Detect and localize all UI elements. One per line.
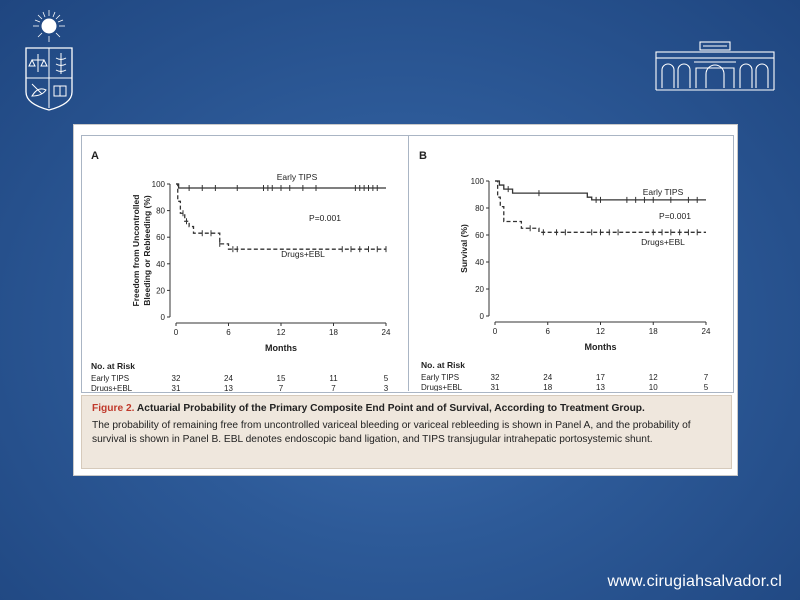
caduceus-icon: [55, 53, 67, 74]
y-tick-label: 40: [475, 258, 484, 267]
x-tick-label: 0: [493, 327, 498, 336]
risk-value: 7: [704, 373, 709, 382]
x-axis-label: Months: [585, 342, 617, 352]
risk-row-label: Drugs+EBL: [421, 383, 463, 391]
scales-icon: [28, 54, 48, 72]
website-url[interactable]: www.cirugiahsalvador.cl: [607, 573, 782, 590]
y-tick-label: 0: [161, 313, 166, 322]
y-tick-label: 80: [156, 207, 165, 216]
panel-a-chart: A 0 20 40 60 80 100 0 6 12 18 24 Months Freedom from …: [91, 150, 391, 391]
x-tick-label: 12: [277, 328, 286, 337]
risk-value: 31: [491, 383, 500, 391]
risk-value: 11: [329, 374, 338, 383]
book-icon: [53, 85, 67, 97]
risk-row-label: Drugs+EBL: [91, 384, 133, 391]
p-value: P=0.001: [659, 211, 691, 221]
series-label: Early TIPS: [643, 187, 684, 197]
x-axis-label: Months: [265, 343, 297, 353]
risk-value: 32: [172, 374, 181, 383]
risk-value: 5: [704, 383, 709, 391]
caption-body: The probability of remaining free from u…: [92, 420, 691, 445]
risk-value: 13: [224, 384, 233, 391]
y-tick-label: 100: [471, 177, 485, 186]
risk-value: 13: [596, 383, 605, 391]
panel-letter: B: [419, 150, 427, 162]
x-tick-label: 24: [702, 327, 711, 336]
risk-value: 5: [384, 374, 389, 383]
y-axis-label: Bleeding or Rebleeding (%): [142, 195, 152, 306]
p-value: P=0.001: [309, 213, 341, 223]
risk-table-header: No. at Risk: [91, 361, 135, 371]
caption-figure-label: Figure 2.: [92, 403, 135, 414]
y-tick-label: 40: [156, 260, 165, 269]
x-tick-label: 18: [329, 328, 338, 337]
x-tick-label: 0: [174, 328, 179, 337]
y-tick-label: 20: [156, 286, 165, 295]
caption-title: Actuarial Probability of the Primary Com…: [136, 403, 645, 414]
x-tick-label: 18: [649, 327, 658, 336]
risk-value: 12: [649, 373, 658, 382]
series-line-early-tips: [495, 180, 706, 201]
risk-value: 15: [277, 374, 286, 383]
y-tick-label: 0: [480, 312, 485, 321]
hospital-building-logo: [655, 41, 775, 91]
risk-row-label: Early TIPS: [421, 373, 459, 382]
x-tick-label: 6: [226, 328, 231, 337]
risk-row-label: Early TIPS: [91, 374, 129, 383]
x-tick-label: 12: [596, 327, 605, 336]
risk-value: 17: [596, 373, 605, 382]
caption-title-line: Figure 2. Actuarial Probability of the P…: [92, 402, 721, 416]
series-label: Early TIPS: [277, 172, 318, 182]
y-tick-label: 80: [475, 204, 484, 213]
risk-value: 24: [224, 374, 233, 383]
lamp-icon: [31, 83, 47, 97]
university-seal-logo: [25, 10, 73, 111]
risk-table-header: No. at Risk: [421, 360, 465, 370]
figure-container: A 0 20 40 60 80 100 0 6 12 18 24 Months Freedom from …: [73, 124, 738, 476]
sun-rays-icon: [33, 10, 65, 42]
risk-value: 31: [172, 384, 181, 391]
risk-value: 32: [491, 373, 500, 382]
risk-value: 10: [649, 383, 658, 391]
risk-value: 7: [279, 384, 284, 391]
x-tick-label: 24: [382, 328, 391, 337]
series-line-drugs-ebl: [495, 180, 706, 233]
series-label: Drugs+EBL: [281, 249, 325, 259]
y-tick-label: 60: [156, 233, 165, 242]
y-axis-label: Freedom from Uncontrolled: [131, 195, 141, 307]
risk-value: 18: [543, 383, 552, 391]
figure-panels-frame: [81, 135, 734, 393]
series-line-drugs-ebl: [176, 183, 386, 250]
y-tick-label: 20: [475, 285, 484, 294]
risk-value: 3: [384, 384, 389, 391]
risk-value: 24: [543, 373, 552, 382]
series-label: Drugs+EBL: [641, 237, 685, 247]
y-tick-label: 60: [475, 231, 484, 240]
y-axis-label: Survival (%): [459, 224, 469, 273]
panel-letter: A: [91, 150, 99, 162]
x-tick-label: 6: [546, 327, 551, 336]
risk-value: 7: [331, 384, 336, 391]
figure-caption: Figure 2. Actuarial Probability of the P…: [81, 395, 732, 469]
panel-divider: [408, 135, 409, 391]
y-tick-label: 100: [152, 180, 166, 189]
